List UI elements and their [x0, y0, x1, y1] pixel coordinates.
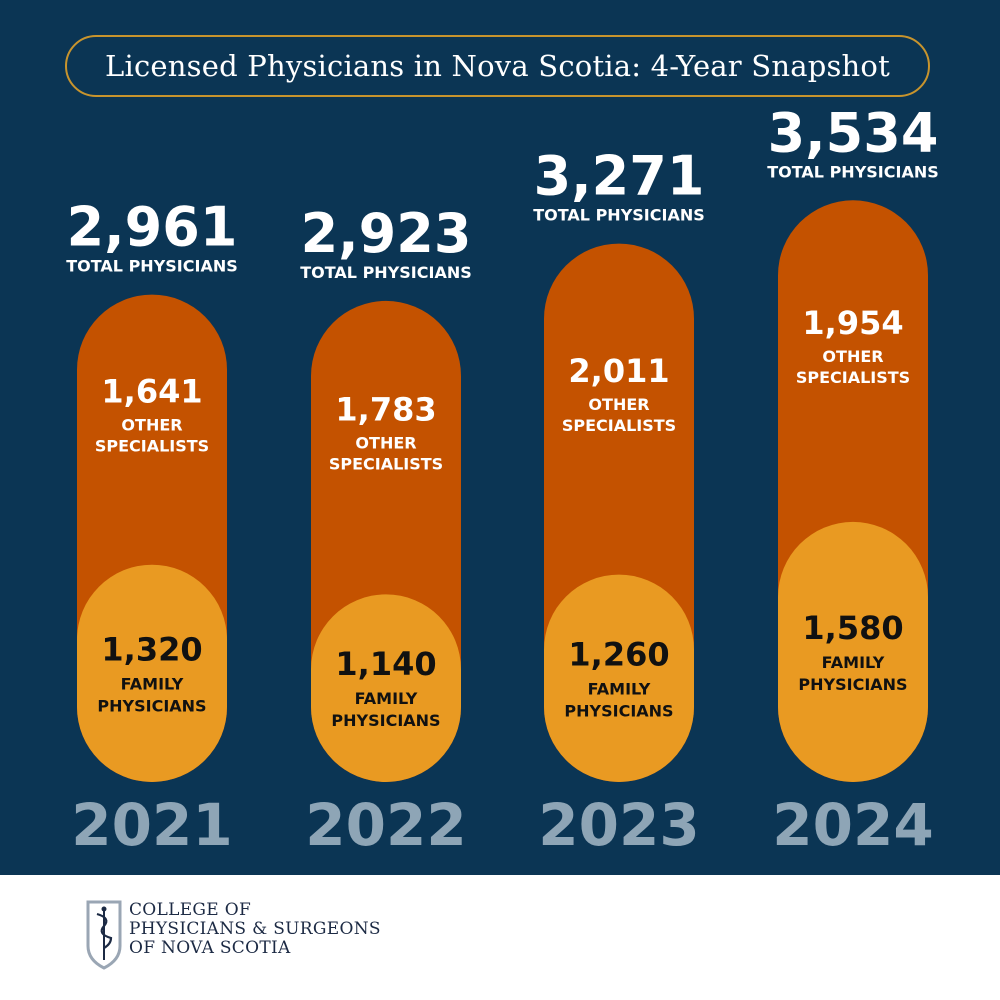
- family-physicians-value-2021: 1,320: [101, 630, 202, 668]
- family-physicians-value-2022: 1,140: [335, 645, 436, 683]
- other-specialists-value-2024: 1,954: [802, 304, 903, 342]
- caduceus-shield-logo-icon: [86, 900, 122, 970]
- family-physicians-label-line1-2023: FAMILY: [588, 679, 651, 698]
- year-label-2022: 2022: [305, 791, 466, 859]
- total-label-2023: TOTAL PHYSICIANS: [533, 206, 705, 225]
- total-label-2024: TOTAL PHYSICIANS: [767, 162, 939, 181]
- other-specialists-label-line1-2021: OTHER: [121, 416, 182, 435]
- family-physicians-value-2023: 1,260: [568, 635, 669, 673]
- organization-name: COLLEGE OF PHYSICIANS & SURGEONS OF NOVA…: [129, 901, 381, 958]
- family-physicians-label-line2-2023: PHYSICIANS: [564, 701, 673, 720]
- total-label-2022: TOTAL PHYSICIANS: [300, 263, 472, 282]
- other-specialists-label-line2-2021: SPECIALISTS: [95, 437, 209, 456]
- family-physicians-bar-2022: [311, 594, 461, 782]
- total-value-2024: 3,534: [768, 101, 939, 164]
- title-banner: Licensed Physicians in Nova Scotia: 4-Ye…: [65, 35, 930, 97]
- other-specialists-label-line1-2023: OTHER: [588, 395, 649, 414]
- footer: COLLEGE OF PHYSICIANS & SURGEONS OF NOVA…: [0, 875, 1000, 1000]
- other-specialists-label-line1-2022: OTHER: [355, 434, 416, 453]
- other-specialists-label-line2-2024: SPECIALISTS: [796, 368, 910, 387]
- other-specialists-value-2022: 1,783: [335, 391, 436, 429]
- family-physicians-bar-2023: [544, 574, 694, 782]
- other-specialists-label-line1-2024: OTHER: [822, 347, 883, 366]
- total-value-2022: 2,923: [301, 202, 472, 265]
- family-physicians-label-line1-2022: FAMILY: [355, 689, 418, 708]
- total-value-2021: 2,961: [67, 196, 238, 259]
- year-label-2021: 2021: [71, 791, 232, 859]
- year-label-2023: 2023: [538, 791, 699, 859]
- family-physicians-label-line2-2022: PHYSICIANS: [331, 711, 440, 730]
- org-name-line-1: COLLEGE OF: [129, 900, 252, 920]
- org-name-line-3: OF NOVA SCOTIA: [129, 938, 291, 958]
- total-value-2023: 3,271: [534, 145, 705, 208]
- family-physicians-label-line2-2024: PHYSICIANS: [798, 675, 907, 694]
- family-physicians-label-line1-2021: FAMILY: [121, 674, 184, 693]
- family-physicians-label-line1-2024: FAMILY: [822, 653, 885, 672]
- other-specialists-label-line2-2022: SPECIALISTS: [329, 455, 443, 474]
- family-physicians-bar-2021: [77, 564, 227, 782]
- chart-title: Licensed Physicians in Nova Scotia: 4-Ye…: [105, 49, 890, 83]
- other-specialists-label-line2-2023: SPECIALISTS: [562, 416, 676, 435]
- year-label-2024: 2024: [772, 791, 933, 859]
- family-physicians-label-line2-2021: PHYSICIANS: [97, 696, 206, 715]
- family-physicians-bar-2024: [778, 521, 928, 782]
- other-specialists-value-2023: 2,011: [568, 352, 669, 390]
- total-label-2021: TOTAL PHYSICIANS: [66, 257, 238, 276]
- other-specialists-value-2021: 1,641: [101, 373, 202, 411]
- family-physicians-value-2024: 1,580: [802, 609, 903, 647]
- org-name-line-2: PHYSICIANS & SURGEONS: [129, 919, 381, 939]
